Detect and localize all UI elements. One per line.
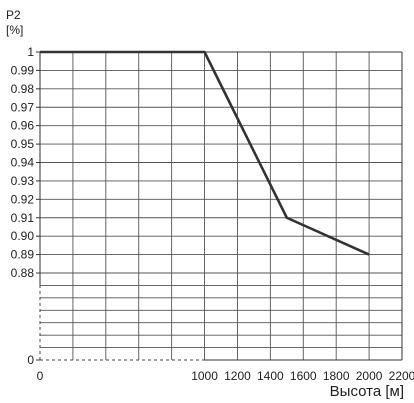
x-tick-label: 1000: [191, 369, 218, 383]
frame-layer: [39, 51, 403, 361]
x-tick-label: 1800: [323, 369, 350, 383]
y-axis-label-line1: P2: [6, 8, 21, 22]
y-tick-label: 0.95: [11, 137, 35, 151]
y-tick-label: 1: [27, 45, 34, 59]
y-tick-label: 0.99: [11, 63, 35, 77]
y-tick-label: 0.89: [11, 248, 35, 262]
x-tick-label: 2200: [389, 369, 414, 383]
series-layer: [40, 50, 370, 256]
x-tick-label: 1400: [257, 369, 284, 383]
series-line: [40, 50, 370, 256]
y-tick-label: 0.97: [11, 100, 35, 114]
y-tick-label: 0.90: [11, 229, 35, 243]
y-tick-label: 0.98: [11, 82, 35, 96]
y-tick-label: 0.94: [11, 156, 35, 170]
grid-layer: [40, 51, 402, 360]
x-tick-label: 0: [37, 369, 44, 383]
y-tick-label: 0.88: [11, 266, 35, 280]
x-tick-label: 2000: [356, 369, 383, 383]
x-tick-label: 1200: [224, 369, 251, 383]
y-axis-label-line2: [%]: [6, 23, 23, 37]
x-tick-label: 1600: [290, 369, 317, 383]
tick-layer: 1 0.99 0.98 0.97 0.96 0.95 0.94 0.93 0.92 0.91 0.9…: [11, 45, 414, 383]
y-tick-label: 0.92: [11, 192, 35, 206]
y-tick-label: 0.96: [11, 119, 35, 133]
x-axis-label: Высота [м]: [330, 383, 404, 400]
y-tick-label-zero: 0: [27, 353, 34, 367]
y-tick-label: 0.91: [11, 211, 35, 225]
y-tick-label: 0.93: [11, 174, 35, 188]
